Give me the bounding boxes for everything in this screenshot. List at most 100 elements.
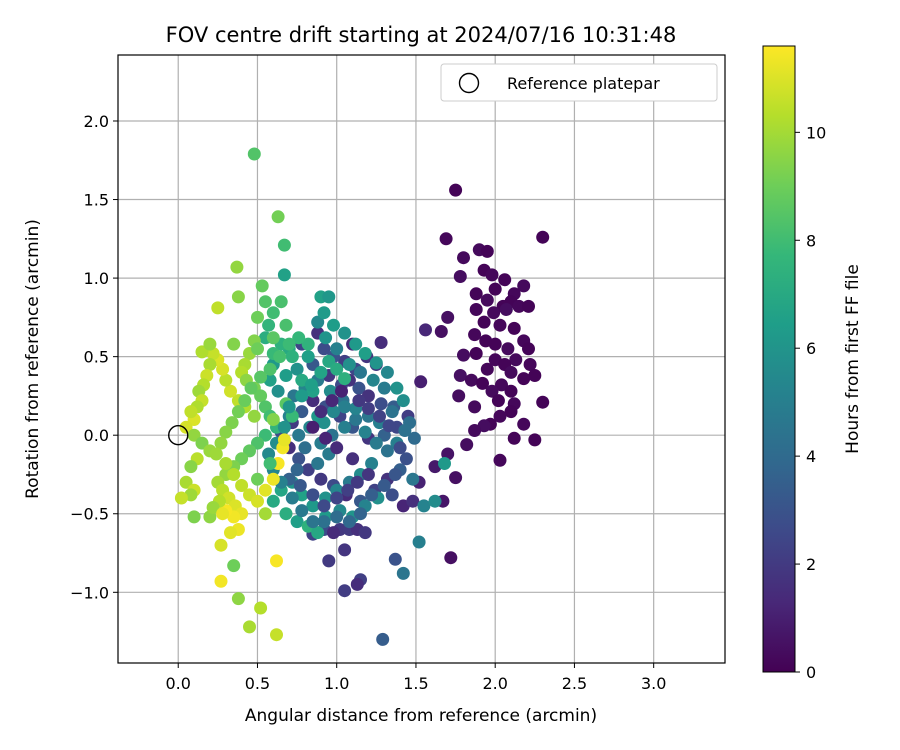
data-point (203, 337, 217, 351)
data-point (495, 378, 508, 392)
colorbar-ticks: 0 2 4 6 8 10 (795, 123, 826, 682)
data-point (209, 447, 223, 461)
data-point (322, 354, 336, 368)
data-point (399, 452, 413, 466)
reference-marker (168, 424, 189, 446)
data-point (298, 441, 312, 455)
data-point (322, 290, 336, 304)
data-point (380, 444, 394, 458)
data-point (407, 431, 421, 445)
data-point (382, 419, 396, 433)
data-point (493, 453, 507, 467)
data-point (301, 337, 315, 351)
data-point (396, 394, 410, 408)
data-point (290, 515, 304, 529)
data-point (509, 353, 523, 367)
y-axis-label: Rotation from reference (arcmin) (23, 219, 43, 499)
data-point (449, 183, 463, 197)
data-point (512, 299, 526, 313)
data-point (219, 373, 233, 387)
data-point (292, 331, 306, 345)
data-point (206, 501, 220, 514)
data-point (338, 372, 352, 386)
data-point (263, 362, 277, 376)
data-point (517, 417, 531, 431)
data-point (373, 409, 386, 423)
data-point (187, 428, 201, 442)
data-point (335, 384, 348, 398)
data-point (290, 463, 304, 477)
data-point (227, 337, 241, 351)
data-point (301, 350, 315, 364)
data-point (388, 552, 402, 566)
data-point (301, 463, 315, 477)
data-point (338, 326, 352, 340)
data-point (279, 318, 293, 332)
legend-box (440, 63, 718, 102)
data-point (327, 318, 340, 332)
data-point (414, 375, 428, 389)
data-point (476, 376, 489, 390)
colorbar-tick-label: 2 (806, 555, 816, 574)
data-point (330, 441, 344, 455)
data-point (468, 400, 482, 414)
data-point (270, 628, 283, 642)
data-point (277, 268, 291, 282)
data-point (327, 526, 340, 540)
data-point (406, 494, 420, 508)
data-point (214, 436, 228, 450)
data-point (254, 389, 268, 403)
data-point (235, 452, 249, 466)
data-point (179, 420, 193, 434)
data-point (366, 373, 380, 387)
data-point (277, 420, 291, 434)
data-point (479, 334, 493, 348)
data-point (330, 362, 344, 376)
data-point (282, 400, 296, 414)
data-point (358, 425, 372, 439)
data-point (285, 350, 299, 364)
data-point (441, 310, 455, 324)
data-point (279, 369, 293, 382)
data-point (251, 472, 264, 486)
data-point (464, 373, 478, 387)
data-point (254, 370, 268, 384)
y-tick-label: −1.0 (70, 583, 109, 602)
data-point (398, 424, 412, 437)
data-point (469, 347, 483, 360)
data-point (279, 507, 293, 521)
data-point (369, 436, 383, 450)
data-point (365, 457, 379, 470)
data-point (346, 452, 360, 466)
data-point (263, 457, 277, 470)
data-point (350, 475, 364, 489)
data-point (230, 260, 244, 274)
data-point (273, 350, 287, 364)
data-point (349, 337, 363, 351)
data-point (468, 424, 482, 437)
data-point (517, 279, 531, 293)
data-point (388, 468, 402, 481)
data-point (314, 405, 328, 419)
data-point (282, 337, 296, 351)
data-point (266, 306, 280, 320)
legend-reference-marker-icon (458, 72, 480, 94)
data-point (338, 584, 352, 598)
data-point (290, 362, 304, 376)
data-point (522, 342, 535, 356)
data-point (311, 457, 325, 470)
data-point (225, 416, 239, 430)
y-tick-label: 0.5 (84, 348, 109, 367)
data-point (224, 384, 237, 398)
data-point (179, 475, 193, 489)
data-point (311, 315, 325, 329)
x-tick-label: 2.5 (562, 674, 587, 693)
data-point (358, 526, 372, 540)
data-point (322, 554, 336, 568)
data-point (319, 431, 333, 445)
data-point (338, 420, 352, 434)
data-point (266, 472, 280, 486)
data-point (255, 279, 269, 293)
data-point (258, 295, 272, 309)
data-point (219, 457, 233, 470)
